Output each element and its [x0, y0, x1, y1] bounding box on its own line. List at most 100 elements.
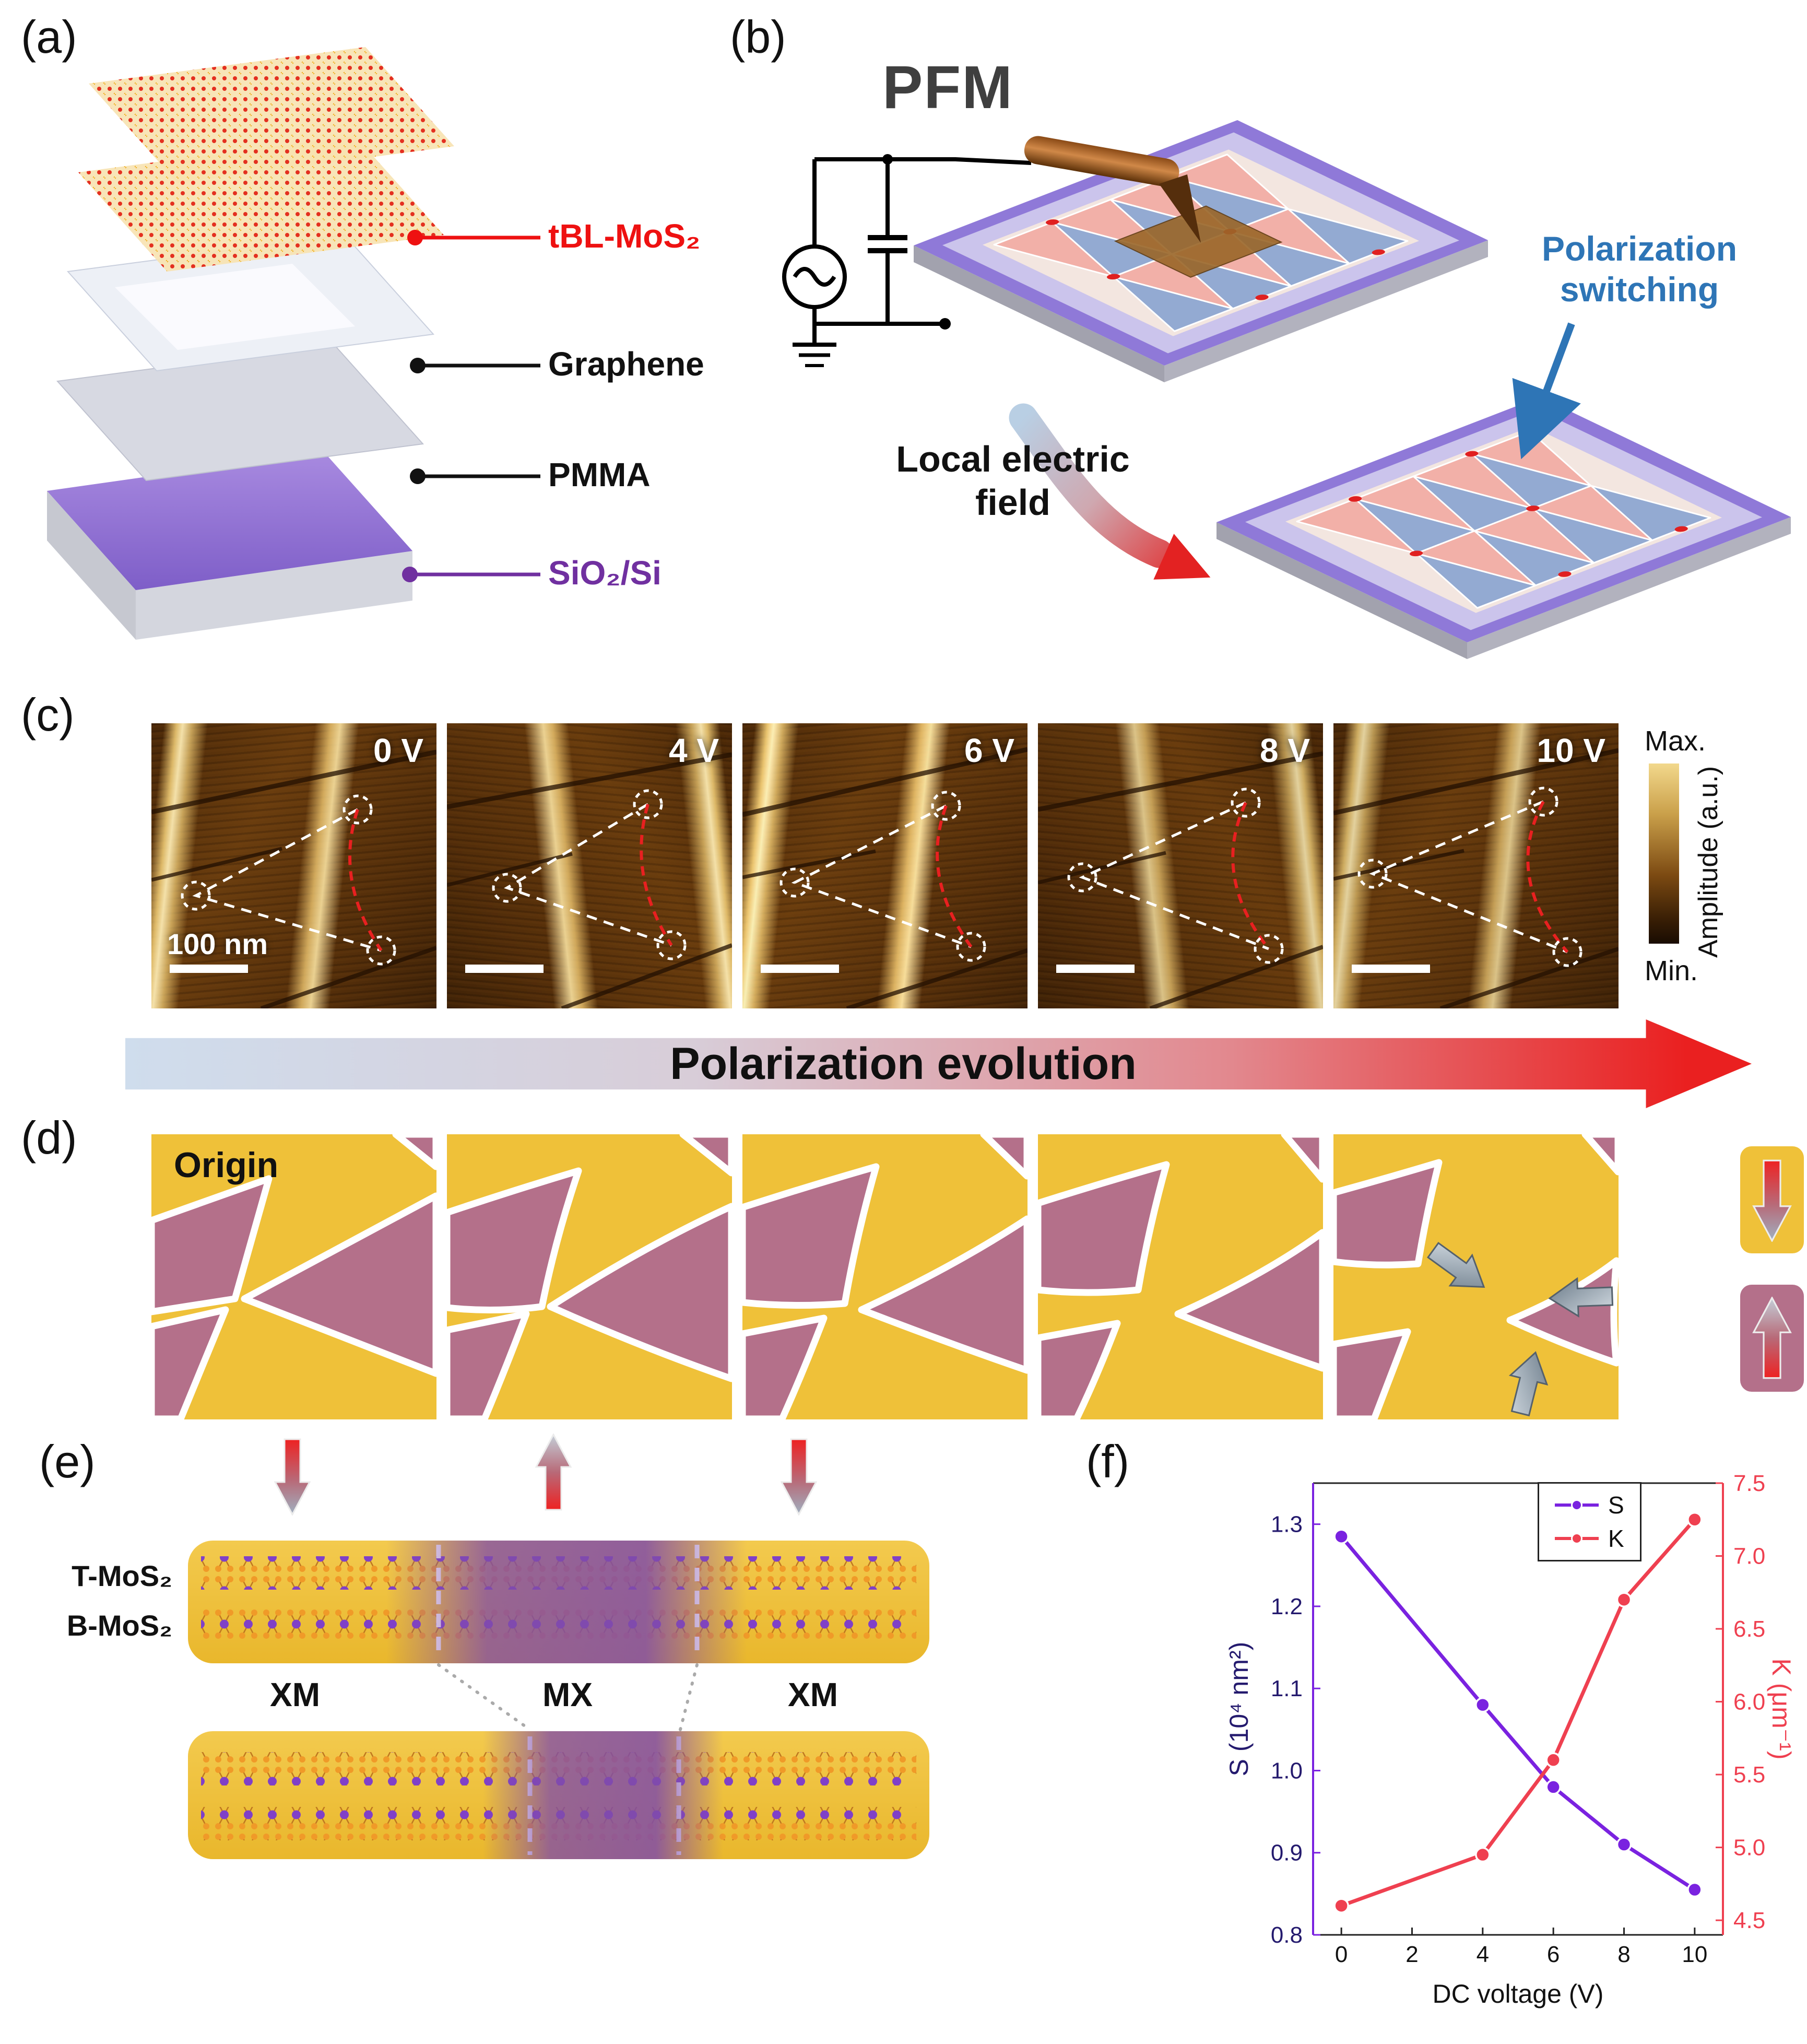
domain-frame-5	[1330, 1131, 1622, 1423]
pfm-overlay-8v	[1038, 751, 1323, 1008]
region-label-xm1: XM	[270, 1676, 320, 1713]
local-field-line1: Local electric	[896, 439, 1130, 479]
region-label-xm2: XM	[788, 1676, 838, 1713]
voltage-label: 6 V	[964, 732, 1014, 769]
svg-text:1.2: 1.2	[1271, 1594, 1303, 1619]
pfm-experiment-illustration	[731, 31, 1807, 710]
ac-circuit	[782, 157, 1032, 367]
colorbar-axis-label: Amplitude (a.u.)	[1693, 766, 1723, 958]
colorbar-max-label: Max.	[1645, 725, 1706, 757]
voltage-label: 0 V	[373, 732, 423, 769]
polarization-up-icon	[535, 1434, 572, 1511]
svg-text:1.0: 1.0	[1271, 1758, 1303, 1783]
svg-text:7.0: 7.0	[1733, 1544, 1765, 1569]
switching-line1: Polarization	[1541, 229, 1738, 268]
switching-line2: switching	[1560, 269, 1719, 309]
pfm-image-10v: 10 V	[1333, 723, 1619, 1008]
panel-f-label: (f)	[1086, 1436, 1130, 1487]
layer-stack-illustration	[47, 47, 540, 640]
svg-text:6.0: 6.0	[1733, 1689, 1765, 1715]
pfm-overlay-10v	[1333, 748, 1619, 1008]
svg-text:0.8: 0.8	[1271, 1922, 1303, 1948]
scalebar	[761, 965, 839, 973]
svg-text:K (μm⁻¹): K (μm⁻¹)	[1767, 1658, 1796, 1759]
scalebar	[1352, 965, 1430, 973]
svg-text:S (10⁴ nm²): S (10⁴ nm²)	[1224, 1642, 1254, 1777]
colorbar-min-label: Min.	[1645, 955, 1698, 986]
pfm-overlay-4v	[447, 752, 732, 1008]
field-arrow	[1009, 403, 1211, 580]
polarization-down-icon	[781, 1438, 817, 1516]
sk-voltage-chart: 0 2 4 6 8 10 0.8 0.9 1.0 1.1 1.2 1.3 4.5 5.0 5.5 6.0 6.5…	[1224, 1471, 1796, 2008]
svg-text:4.5: 4.5	[1733, 1908, 1765, 1933]
mx-region-overlay	[386, 1541, 747, 1663]
pfm-overlay-6v	[742, 747, 1027, 1008]
polarization-switching-label: Polarization switching	[1485, 229, 1793, 310]
chart-legend: S K	[1538, 1482, 1641, 1561]
domain-frame-1	[148, 1131, 440, 1423]
svg-text:DC voltage (V): DC voltage (V)	[1433, 1979, 1604, 2008]
svg-text:0: 0	[1335, 1942, 1348, 1967]
bilayer-bar-bottom	[188, 1731, 929, 1859]
pfm-texture	[1333, 723, 1619, 1008]
svg-text:1.3: 1.3	[1271, 1512, 1303, 1537]
svg-text:6: 6	[1547, 1942, 1560, 1967]
scalebar	[1056, 965, 1135, 973]
domain-frame-3	[739, 1131, 1031, 1423]
polarization-down-icon	[274, 1438, 311, 1516]
layer-label-pmma: PMMA	[548, 456, 651, 494]
domain-frame-2	[443, 1131, 735, 1423]
scalebar	[465, 965, 544, 973]
svg-text:10: 10	[1682, 1942, 1707, 1967]
domain-push-arrow	[1426, 1242, 1485, 1288]
switched-sample-platform	[1217, 397, 1791, 659]
local-field-line2: field	[975, 481, 1050, 523]
evolution-arrow-label: Polarization evolution	[670, 1039, 1137, 1089]
voltage-label: 10 V	[1537, 732, 1605, 769]
origin-label: Origin	[174, 1145, 279, 1185]
pfm-title: PFM	[882, 53, 1013, 121]
legend-marker-k	[1555, 1532, 1599, 1545]
panel-b-label: (b)	[730, 11, 786, 63]
pfm-image-0v: 100 nm 0 V	[151, 723, 436, 1008]
panel-a-label: (a)	[21, 11, 77, 63]
evolution-arrow: Polarization evolution	[125, 1019, 1752, 1108]
scalebar	[170, 965, 248, 973]
pfm-overlay-0v	[151, 749, 436, 1008]
voltage-label: 8 V	[1259, 732, 1310, 769]
amplitude-colorbar	[1649, 763, 1679, 944]
svg-text:5.5: 5.5	[1733, 1762, 1765, 1788]
legend-label-s: S	[1608, 1491, 1624, 1519]
layer-label-tbl-mos2: tBL-MoS₂	[548, 217, 701, 255]
pfm-sample-platform	[731, 31, 1807, 382]
panel-d-label: (d)	[21, 1112, 77, 1164]
domain-push-arrow	[1548, 1277, 1614, 1318]
domain-push-arrow	[1508, 1351, 1549, 1417]
layer-label-sio2-si: SiO₂/Si	[548, 554, 662, 592]
region-label-mx: MX	[542, 1676, 593, 1713]
local-field-label: Local electric field	[867, 438, 1159, 524]
legend-up-domain	[1740, 1285, 1804, 1392]
mx-region-overlay	[483, 1731, 723, 1859]
svg-text:7.5: 7.5	[1733, 1471, 1765, 1496]
scalebar-label: 100 nm	[167, 927, 268, 960]
domain-frame-4	[1034, 1131, 1326, 1423]
chart-panel: 0 2 4 6 8 10 0.8 0.9 1.0 1.1 1.2 1.3 4.5 5.0 5.5 6.0 6.5…	[1217, 1457, 1801, 2021]
panel-e-label: (e)	[39, 1436, 96, 1487]
pfm-texture	[742, 723, 1027, 1008]
legend-entry-k: K	[1555, 1524, 1624, 1553]
polarization-up-icon	[1753, 1297, 1791, 1379]
svg-text:1.1: 1.1	[1271, 1676, 1303, 1701]
legend-down-domain	[1740, 1146, 1804, 1253]
bilayer-bar-top	[188, 1541, 929, 1663]
svg-text:2: 2	[1406, 1942, 1418, 1967]
pfm-image-4v: 4 V	[447, 723, 732, 1008]
svg-text:4: 4	[1477, 1942, 1489, 1967]
svg-text:5.0: 5.0	[1733, 1835, 1765, 1861]
legend-entry-s: S	[1555, 1491, 1624, 1519]
pfm-image-6v: 6 V	[742, 723, 1027, 1008]
pfm-image-8v: 8 V	[1038, 723, 1323, 1008]
svg-text:8: 8	[1617, 1942, 1630, 1967]
top-layer-label: T-MoS₂	[72, 1559, 172, 1592]
